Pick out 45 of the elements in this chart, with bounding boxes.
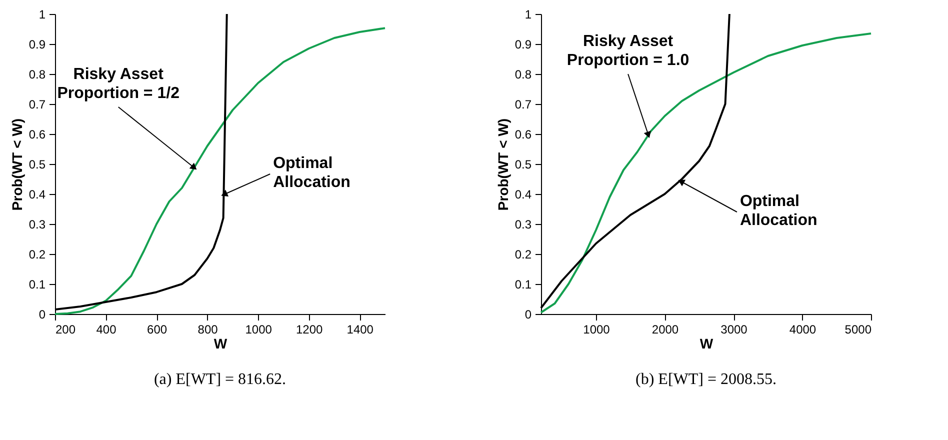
y-tick-label: 0.6 bbox=[514, 128, 532, 142]
x-tick-label: 600 bbox=[147, 322, 168, 336]
y-tick-label: 0.1 bbox=[28, 278, 46, 292]
x-tick-label: 4000 bbox=[789, 322, 816, 336]
annotation: Optimal Allocation bbox=[273, 155, 350, 191]
y-tick-label: 0.4 bbox=[514, 188, 532, 202]
x-tick-label: 5000 bbox=[844, 322, 872, 336]
text: (a) E[WT] = 816.62. bbox=[154, 371, 286, 388]
y-tick-label: 0.3 bbox=[514, 218, 532, 232]
x-tick-label: 1000 bbox=[245, 322, 272, 336]
x-tick-label: 1200 bbox=[296, 322, 324, 336]
x-axis-title: W bbox=[700, 336, 714, 352]
line-series bbox=[54, 13, 228, 310]
y-tick-label: 1 bbox=[524, 8, 532, 22]
y-tick-label: 0 bbox=[38, 308, 46, 322]
x-tick-label: 400 bbox=[96, 322, 117, 336]
y-axis-title: Prob(WT < W) bbox=[494, 118, 511, 211]
x-tick-label: 2000 bbox=[652, 322, 679, 336]
y-axis-title: Prob(WT < W) bbox=[8, 118, 25, 211]
y-tick-label: 0.7 bbox=[514, 98, 532, 112]
x-axis-title: W bbox=[214, 336, 228, 352]
y-tick-label: 0.3 bbox=[28, 218, 46, 232]
y-tick-label: 0.8 bbox=[28, 68, 46, 82]
x-tick-label: 800 bbox=[198, 322, 218, 336]
x-tick-label: 3000 bbox=[720, 322, 748, 336]
y-tick-label: 0.9 bbox=[28, 38, 46, 52]
x-tick-label: 1400 bbox=[346, 322, 374, 336]
y-tick-label: 0.6 bbox=[28, 128, 46, 142]
y-tick-label: 1 bbox=[38, 8, 46, 22]
x-tick-label: 1000 bbox=[583, 322, 610, 336]
y-tick-label: 0.1 bbox=[514, 278, 532, 292]
x-tick-label: 200 bbox=[56, 322, 76, 336]
annotation: Risky Asset Proportion = 1/2 bbox=[57, 66, 180, 102]
annotation: Risky Asset Proportion = 1.0 bbox=[566, 33, 690, 69]
y-tick-label: 0.4 bbox=[28, 188, 46, 202]
y-tick-label: 0 bbox=[524, 308, 532, 322]
y-tick-label: 0.5 bbox=[28, 158, 46, 172]
y-tick-label: 0.7 bbox=[28, 98, 46, 112]
y-tick-label: 0.5 bbox=[514, 158, 532, 172]
y-tick-label: 0.2 bbox=[514, 248, 532, 262]
y-tick-label: 0.2 bbox=[28, 248, 46, 262]
text: (b) E[WT] = 2008.55. bbox=[636, 371, 776, 388]
y-tick-label: 0.8 bbox=[514, 68, 532, 82]
annotation: Optimal Allocation bbox=[740, 193, 818, 229]
y-tick-label: 0.9 bbox=[514, 38, 532, 52]
